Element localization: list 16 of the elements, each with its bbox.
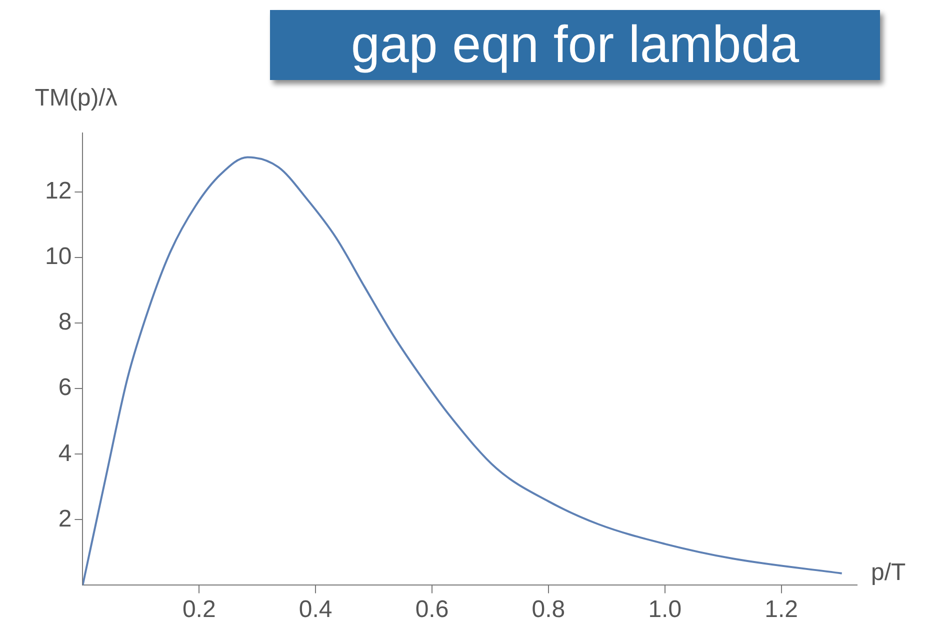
y-tick-label: 4: [58, 440, 72, 467]
x-axis-title: p/T: [871, 558, 906, 586]
text: gap eqn for lambda: [270, 10, 880, 80]
x-tick-label: 0.8: [532, 596, 566, 624]
x-tick-label: 0.6: [415, 596, 449, 624]
y-tick-label: 6: [58, 374, 72, 402]
y-tick-label: 8: [58, 308, 72, 336]
x-tick-label: 1.0: [648, 596, 682, 624]
x-tick-label: 1.2: [764, 596, 798, 624]
line-series: [82, 156, 843, 586]
y-tick-label: 10: [44, 243, 72, 270]
y-axis-title: TM(p)/λ: [34, 84, 118, 112]
x-tick-label: 0.4: [298, 596, 332, 624]
y-tick-label: 2: [58, 505, 72, 532]
x-tick-label: 0.2: [182, 596, 216, 624]
y-tick-label: 12: [44, 178, 72, 205]
